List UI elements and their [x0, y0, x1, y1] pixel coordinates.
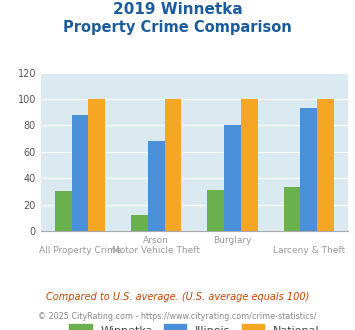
Bar	[55, 191, 72, 231]
Bar	[131, 215, 148, 231]
Text: Motor Vehicle Theft: Motor Vehicle Theft	[112, 246, 200, 255]
Bar	[72, 115, 88, 231]
Bar	[317, 99, 334, 231]
Bar	[224, 125, 241, 231]
Legend: Winnetka, Illinois, National: Winnetka, Illinois, National	[64, 319, 325, 330]
Bar	[148, 141, 165, 231]
Text: © 2025 CityRating.com - https://www.cityrating.com/crime-statistics/: © 2025 CityRating.com - https://www.city…	[38, 312, 317, 321]
Text: 2019 Winnetka: 2019 Winnetka	[113, 2, 242, 16]
Bar	[165, 99, 181, 231]
Text: Property Crime Comparison: Property Crime Comparison	[63, 20, 292, 35]
Bar	[207, 190, 224, 231]
Text: Compared to U.S. average. (U.S. average equals 100): Compared to U.S. average. (U.S. average …	[46, 292, 309, 302]
Text: All Property Crime: All Property Crime	[39, 246, 121, 255]
Bar	[88, 99, 105, 231]
Bar	[300, 108, 317, 231]
Bar	[241, 99, 258, 231]
Bar	[284, 187, 300, 231]
Text: Arson: Arson	[143, 236, 169, 245]
Text: Burglary: Burglary	[213, 236, 252, 245]
Text: Larceny & Theft: Larceny & Theft	[273, 246, 345, 255]
